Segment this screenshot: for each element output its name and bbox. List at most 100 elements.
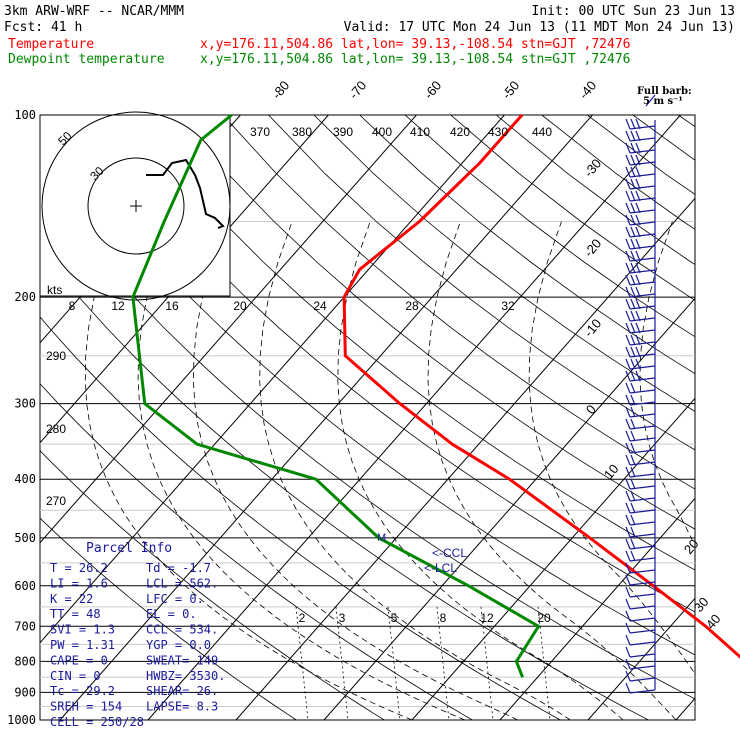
wind-barb-flag — [630, 538, 636, 550]
wind-barb-flag — [625, 406, 631, 418]
dewpoint-location: x,y=176.11,504.86 lat,lon= 39.13,-108.54… — [200, 52, 630, 67]
wind-barb-flag — [630, 322, 636, 334]
level-marker: M — [377, 532, 386, 544]
wind-barb-flag — [630, 502, 636, 514]
hodograph-axis-label: 8 — [69, 299, 76, 313]
wind-barb-flag — [625, 586, 631, 598]
wind-barb-flag — [625, 454, 631, 466]
wind-barb-flag — [635, 226, 641, 238]
isotherm-line — [323, 297, 695, 720]
theta-side-label: 280 — [46, 422, 66, 436]
wind-barb-flag — [625, 238, 631, 250]
parcel-info-left: LI = 1.6 — [50, 576, 108, 590]
wind-barb-flag — [625, 418, 631, 430]
mixing-ratio-label: 12 — [480, 611, 494, 625]
wind-barb-flag — [630, 310, 636, 322]
wind-barb-flag — [625, 550, 631, 562]
hodograph-axis-label: 12 — [111, 299, 125, 313]
wind-barb-flag — [635, 274, 641, 286]
wind-barb-flag — [630, 298, 636, 310]
wind-barb-flag — [635, 358, 641, 370]
wind-barb-flag — [625, 346, 631, 358]
wind-barb-flag — [630, 250, 636, 262]
moist-adiabat — [337, 221, 624, 720]
wind-barb-flag — [630, 286, 636, 298]
wind-barb-flag — [635, 298, 641, 310]
wind-barb-flag — [635, 250, 641, 262]
wind-barb-flag — [625, 526, 631, 538]
wind-barb — [629, 593, 656, 598]
isotherm-line — [587, 597, 695, 720]
wind-barb-flag — [630, 514, 636, 526]
wind-barb-flag — [625, 370, 631, 382]
parcel-info-left: CELL = 250/28 — [50, 715, 144, 729]
wind-barb-flag — [630, 394, 636, 406]
parcel-info-right: LCL = 562. — [146, 576, 218, 590]
wind-barb-flag — [630, 430, 636, 442]
isotherm-line — [147, 115, 681, 720]
mixing-ratio-label: 8 — [440, 611, 447, 625]
wind-barb-flag — [625, 130, 631, 142]
wind-barb-flag — [630, 214, 636, 226]
wind-barb-flag — [630, 550, 636, 562]
wind-barb-flag — [630, 406, 636, 418]
wind-barb-flag — [625, 634, 631, 646]
wind-barb-flag — [635, 166, 641, 178]
dry-adiabat — [40, 115, 695, 656]
wind-barb-flag — [625, 574, 631, 586]
wind-barb-flag — [625, 538, 631, 550]
wind-barb-flag — [625, 502, 631, 514]
wind-barb-flag — [625, 466, 631, 478]
model-title: 3km ARW-WRF -- NCAR/MMM — [4, 4, 184, 19]
wind-barb-flag — [635, 190, 641, 202]
dry-adiabat — [268, 115, 695, 451]
wind-barb-flag — [635, 130, 641, 142]
temperature-legend: Temperature — [8, 37, 94, 52]
isobar-label: 300 — [14, 397, 36, 411]
dewpoint-legend: Dewpoint temperature — [8, 52, 165, 67]
isotherm-label: -40 — [576, 78, 600, 102]
wind-barb-flag — [625, 430, 631, 442]
wind-scale-barb — [645, 94, 656, 107]
isotherm-label: -60 — [421, 78, 445, 102]
isotherm-label: -30 — [581, 156, 605, 180]
dry-adiabat — [313, 115, 695, 412]
wind-barb-flag — [625, 442, 631, 454]
hodograph-axis-label: 32 — [501, 299, 515, 313]
mixing-ratio-label: 3 — [339, 611, 346, 625]
clipped-grid — [40, 115, 695, 720]
wind-barb-flag — [625, 610, 631, 622]
wind-barb-flag — [625, 214, 631, 226]
wind-barb — [629, 605, 656, 610]
isobar-label: 600 — [14, 579, 36, 593]
wind-barb-flag — [625, 286, 631, 298]
moist-adiabat — [259, 221, 571, 720]
isobar-label: 400 — [14, 472, 36, 486]
wind-barb-flag — [630, 526, 636, 538]
valid-time: Valid: 17 UTC Mon 24 Jun 13 (11 MDT Mon … — [344, 20, 735, 35]
wind-barb-flag — [630, 466, 636, 478]
parcel-info-right: SWEAT= 149 — [146, 653, 218, 667]
theta-label: 370 — [250, 125, 270, 139]
lcl-label: <-LCL — [424, 561, 457, 575]
wind-barb-flag — [630, 154, 636, 166]
wind-barb-flag — [635, 154, 641, 166]
mixing-ratio-line — [387, 606, 401, 720]
dry-adiabat — [131, 115, 695, 571]
wind-barb-flag — [625, 226, 631, 238]
wind-barb-flag — [625, 394, 631, 406]
wind-barb-flag — [630, 142, 636, 154]
isotherm-line — [40, 115, 329, 444]
wind-barb-flag — [625, 298, 631, 310]
parcel-info-left: TT = 48 — [50, 607, 101, 621]
isobar-label: 100 — [14, 108, 36, 122]
theta-label: 430 — [488, 125, 508, 139]
parcel-info-right: HWBZ= 3530. — [146, 669, 225, 683]
isotherm-line — [411, 397, 695, 720]
dry-adiabat — [40, 181, 695, 700]
isotherm-label: -10 — [581, 316, 605, 340]
dry-adiabat — [222, 115, 695, 490]
wind-barb-flag — [635, 262, 641, 274]
dry-adiabat — [495, 115, 695, 266]
wind-scale-title: Full barb: — [637, 86, 692, 97]
